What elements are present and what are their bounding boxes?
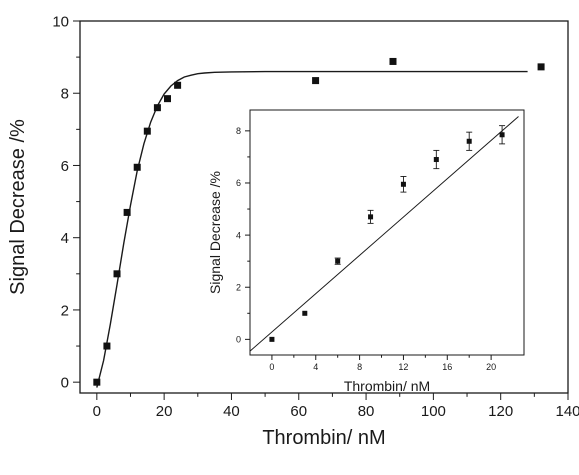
main-x-axis-title: Thrombin/ nM [262, 427, 385, 449]
inset-data-point [401, 182, 406, 187]
inset-x-tick-label: 4 [313, 362, 318, 372]
main-data-point [389, 58, 396, 65]
main-x-axis: 0 20 40 60 80 100 120 140 [93, 393, 579, 420]
inset-x-tick-label: 12 [398, 362, 408, 372]
inset-y-tick-label: 4 [236, 230, 241, 240]
inset-x-tick-label: 20 [486, 362, 496, 372]
main-x-tick-label: 80 [358, 403, 375, 420]
main-y-tick-label: 2 [61, 302, 69, 319]
inset-plot-panel: 0 4 8 12 16 20 0 2 4 6 8 Thrombin/ nM Signal Decr… [207, 110, 524, 394]
inset-data-point [302, 311, 307, 316]
inset-y-axis-title: Signal Decrease /% [207, 171, 223, 294]
main-x-tick-label: 140 [555, 403, 579, 420]
inset-data-point [368, 214, 373, 219]
inset-y-tick-label: 0 [236, 335, 241, 345]
inset-x-tick-label: 8 [357, 362, 362, 372]
inset-x-tick-label: 16 [442, 362, 452, 372]
main-data-point [134, 164, 141, 171]
main-data-point [174, 82, 181, 89]
main-data-point [312, 77, 319, 84]
main-y-tick-label: 8 [61, 86, 69, 103]
main-data-point [103, 343, 110, 350]
main-data-point [144, 128, 151, 135]
inset-y-tick-label: 8 [236, 126, 241, 136]
main-y-tick-label: 0 [61, 375, 69, 392]
main-y-tick-label: 10 [52, 13, 69, 30]
inset-data-point [500, 132, 505, 137]
main-data-point [114, 270, 121, 277]
inset-x-axis: 0 4 8 12 16 20 [269, 355, 496, 372]
main-data-point [538, 63, 545, 70]
main-data-point [124, 209, 131, 216]
main-y-tick-label: 4 [61, 230, 69, 247]
main-x-tick-label: 60 [290, 403, 307, 420]
inset-background [250, 110, 524, 355]
inset-x-tick-label: 0 [269, 362, 274, 372]
main-x-tick-label: 20 [156, 403, 173, 420]
main-x-tick-label: 120 [488, 403, 513, 420]
main-x-tick-label: 100 [421, 403, 446, 420]
inset-data-point [335, 259, 340, 264]
main-data-point [154, 104, 161, 111]
main-data-point [164, 95, 171, 102]
main-y-axis: 0 2 4 6 8 10 [52, 13, 80, 391]
inset-y-axis: 0 2 4 6 8 [236, 126, 250, 345]
main-y-axis-title: Signal Decrease /% [7, 119, 29, 295]
inset-x-axis-title: Thrombin/ nM [344, 378, 430, 394]
main-x-tick-label: 0 [93, 403, 101, 420]
inset-data-point [434, 157, 439, 162]
inset-y-tick-label: 6 [236, 178, 241, 188]
main-y-tick-label: 6 [61, 158, 69, 175]
inset-data-point [269, 337, 274, 342]
main-x-tick-label: 40 [223, 403, 240, 420]
inset-y-tick-label: 2 [236, 282, 241, 292]
inset-data-point [467, 139, 472, 144]
main-data-point [93, 379, 100, 386]
